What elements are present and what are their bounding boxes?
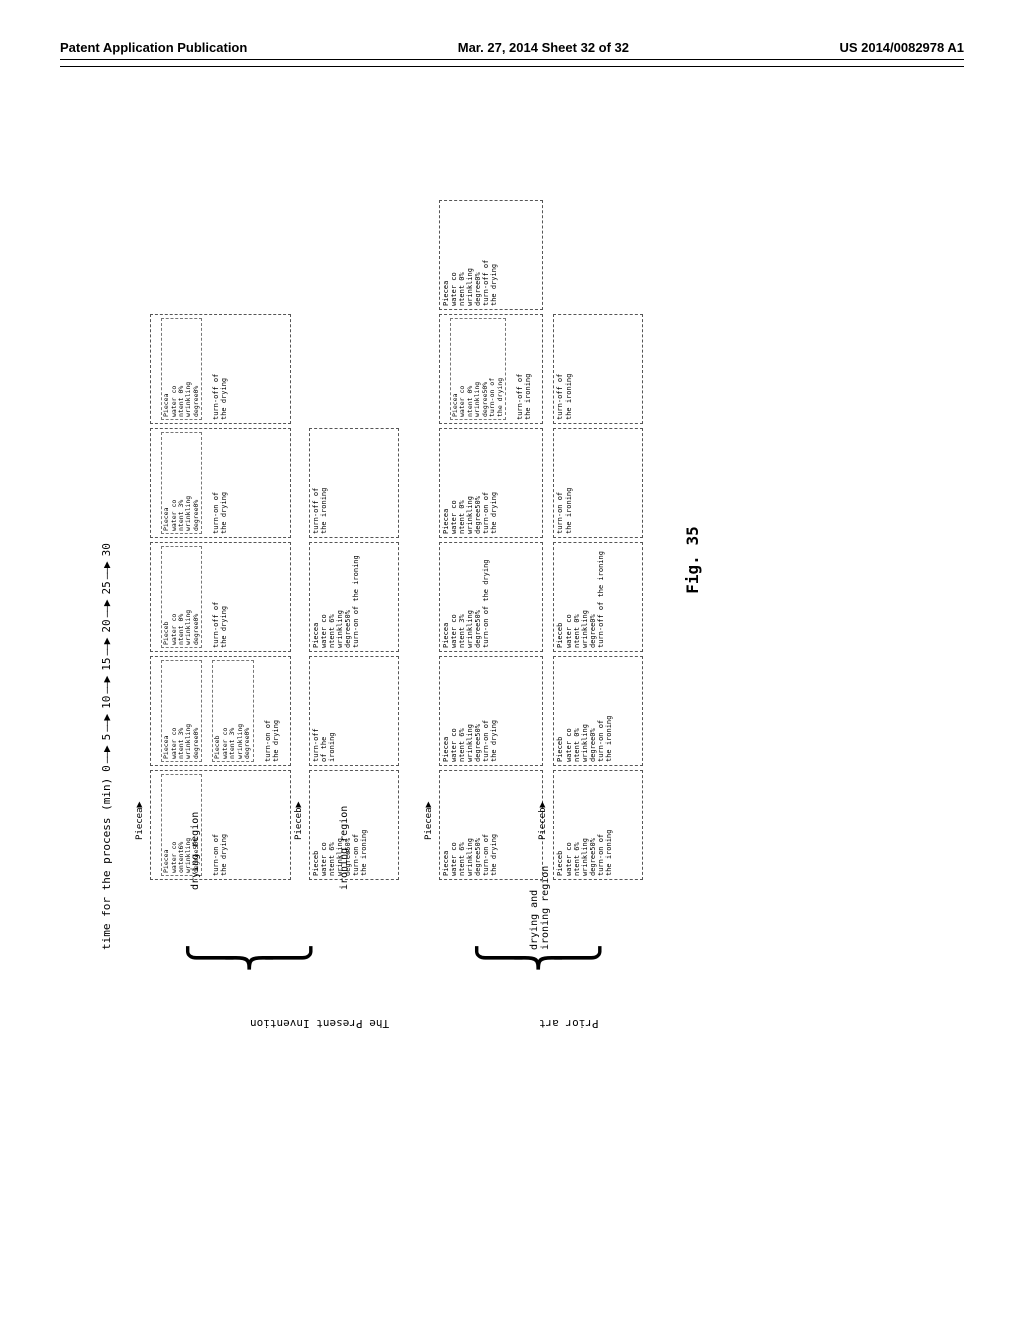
cell: Pieceb water co ntent 6% wrinkling degre… xyxy=(309,770,399,880)
piece-a-label: Piecea▶ xyxy=(134,801,145,840)
cell: turn-off of the ironing xyxy=(309,428,399,538)
page-header: Patent Application Publication Mar. 27, … xyxy=(60,40,964,60)
cell: Piecea water co ntent 3% wrinkling degre… xyxy=(439,542,544,652)
cell: Piecea water co ntent 0% wrinkling degre… xyxy=(439,200,544,310)
cell-action: turn-off of the ironing xyxy=(516,318,532,420)
tick-5: 5 ——▶ xyxy=(100,715,113,741)
cell-text: Piecea water co ntent 3% wrinkling degre… xyxy=(161,432,202,534)
invention-group-label: The Present Invention xyxy=(250,1017,389,1030)
invention-ironing-track: Pieceb▶ ironing region Pieceb water co n… xyxy=(309,180,399,880)
prior-group-label: Prior art xyxy=(539,1017,599,1030)
tick-30: 30 xyxy=(100,543,113,556)
cell-text: Pieceb water co ntent 3% wrinkling degre… xyxy=(212,660,253,762)
cell: Piecea water co ntent 0% wrinkling degre… xyxy=(439,428,544,538)
header-left: Patent Application Publication xyxy=(60,40,247,55)
cell: Piecea water co ontent6% wrinkling degre… xyxy=(150,770,291,880)
cell: Piecea water co ntent 3% wrinkling degre… xyxy=(150,428,291,538)
drying-region-label: drying region xyxy=(190,812,201,890)
cell-text: Piecea water co ntent 0% wrinkling degre… xyxy=(450,318,506,420)
prior-section: Prior art ⎧⎨⎩ drying and ironing region … xyxy=(439,180,644,940)
cell: Pieceb water co ntent 0% wrinkling degre… xyxy=(553,656,643,766)
cell: Piecea water co ntent 3% wrinkling degre… xyxy=(150,656,291,766)
cell: Piecea water co ntent 6% wrinkling degre… xyxy=(439,770,544,880)
figure-caption: Fig. 35 xyxy=(683,180,702,940)
header-center: Mar. 27, 2014 Sheet 32 of 32 xyxy=(458,40,629,55)
cell: turn-on of the ironing xyxy=(553,428,643,538)
cell-text: Piecea water co ntent 3% wrinkling degre… xyxy=(161,660,202,762)
header-right: US 2014/0082978 A1 xyxy=(839,40,964,55)
tick-20: 20 ——▶ xyxy=(100,600,113,632)
cell-action: turn-off of the drying xyxy=(212,318,228,420)
cell-action: turn-on of the drying xyxy=(212,432,228,534)
cell-text: Piecea water co ntent 0% wrinkling degre… xyxy=(161,318,202,420)
prior-pieceb-track: Pieceb▶ Pieceb water co ntent 6% wrinkli… xyxy=(553,180,643,880)
piece-b-label: Pieceb▶ xyxy=(293,801,304,840)
cell: Piecea water co ntent 6% wrinkling degre… xyxy=(439,656,544,766)
cell: Pieceb water co ntent 0% wrinkling degre… xyxy=(150,542,291,652)
time-axis: time for the process (min) 0 ——▶ 5 ——▶ 1… xyxy=(100,543,113,950)
cell: turn-off of the ironing xyxy=(553,314,643,424)
cell-text: Pieceb water co ntent 0% wrinkling degre… xyxy=(161,546,202,648)
prior-piecea-track: Piecea▶ Piecea water co ntent 6% wrinkli… xyxy=(439,180,544,880)
tick-0: 0 ——▶ xyxy=(100,746,113,772)
brace-icon: ⎧⎨⎩ xyxy=(190,946,310,970)
cell-action: turn-on of the drying xyxy=(264,660,280,762)
tick-15: 15 ——▶ xyxy=(100,639,113,671)
cell: turn-off of the ironing xyxy=(309,656,399,766)
invention-drying-track: Piecea▶ drying region Piecea water co on… xyxy=(150,180,291,880)
cell-action: turn-off of the drying xyxy=(212,546,228,648)
piece-b-label-prior: Pieceb▶ xyxy=(537,801,548,840)
ironing-region-label: ironing region xyxy=(339,806,350,890)
time-axis-label: time for the process (min) xyxy=(100,778,113,950)
cell-action: turn-on of the drying xyxy=(212,774,228,876)
tick-10: 10 ——▶ xyxy=(100,677,113,709)
header-rule xyxy=(60,66,964,67)
invention-section: The Present Invention ⎧⎨⎩ Piecea▶ drying… xyxy=(150,180,399,940)
cell: Piecea water co ntent 0% wrinkling degre… xyxy=(150,314,291,424)
figure-35: time for the process (min) 0 ——▶ 5 ——▶ 1… xyxy=(140,180,900,940)
cell: Piecea water co ntent 0% wrinkling degre… xyxy=(439,314,544,424)
cell: Pieceb water co ntent 6% wrinkling degre… xyxy=(553,770,643,880)
tick-25: 25 ——▶ xyxy=(100,562,113,594)
cell: Pieceb water co ntent 0% wrinkling degre… xyxy=(553,542,643,652)
piece-a-label-prior: Piecea▶ xyxy=(423,801,434,840)
cell: Piecea water co ntent 6% wrinkling degre… xyxy=(309,542,399,652)
